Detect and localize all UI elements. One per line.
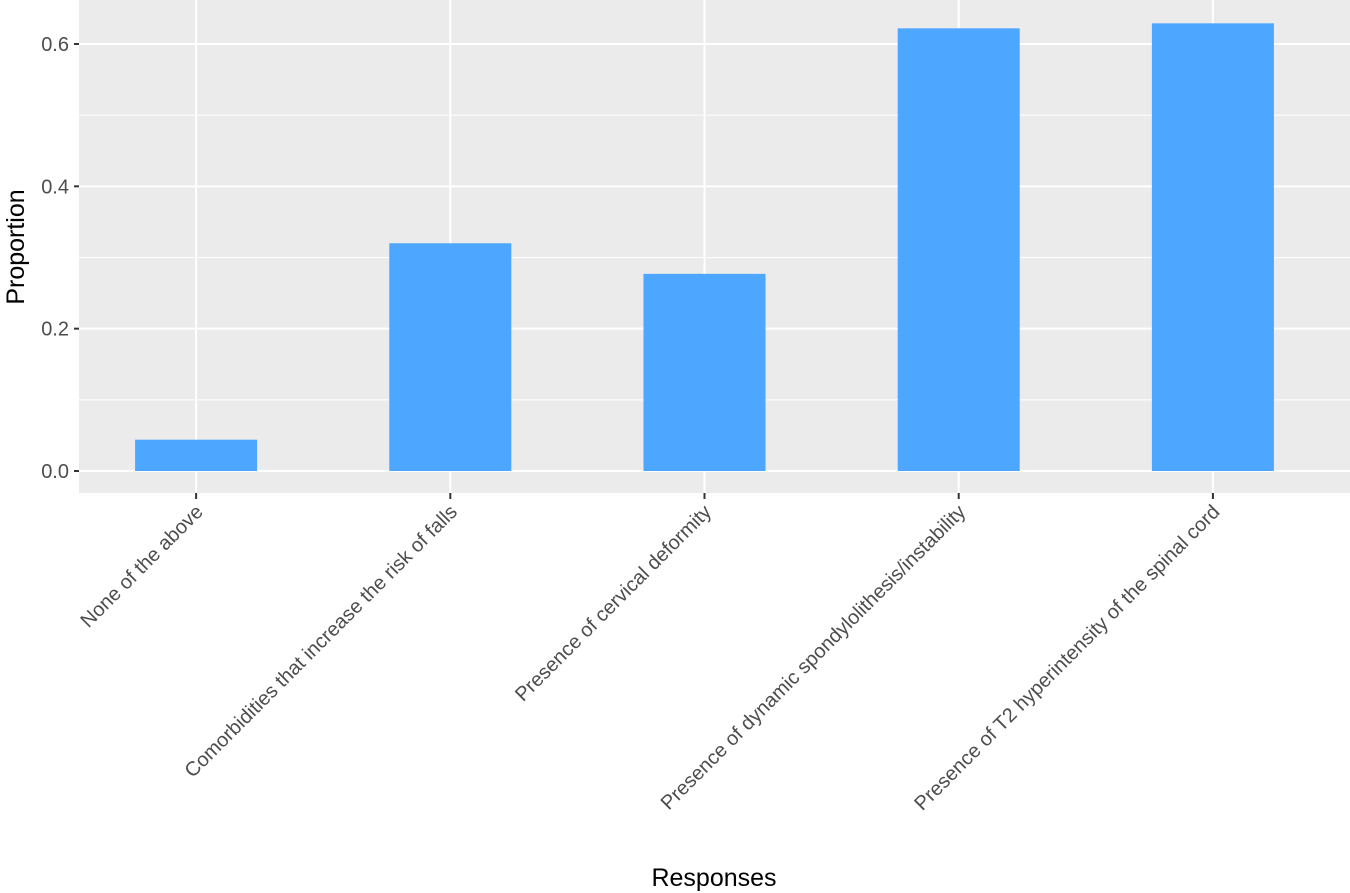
y-tick-label: 0.6 (41, 34, 69, 56)
bar (389, 243, 512, 471)
y-tick-label: 0.0 (41, 461, 69, 483)
y-axis-title: Proportion (2, 189, 30, 304)
x-axis-title: Responses (651, 864, 776, 892)
x-tick-label: Presence of cervical deformity (511, 501, 716, 706)
x-tick-label: Presence of T2 hyperintensity of the spi… (910, 501, 1224, 815)
bars (135, 23, 1274, 472)
x-tick-label: None of the above (76, 501, 207, 632)
bar (643, 273, 766, 471)
y-axis: 0.0 0.2 0.4 0.6 (41, 34, 79, 483)
bar (135, 439, 258, 471)
bar (897, 28, 1020, 471)
y-tick-label: 0.4 (41, 176, 69, 198)
bar (1151, 23, 1274, 472)
y-tick-label: 0.2 (41, 319, 69, 341)
x-tick-label: Comorbidities that increase the risk of … (181, 501, 462, 782)
x-tick-label: Presence of dynamic spondylolithesis/ins… (657, 501, 970, 814)
